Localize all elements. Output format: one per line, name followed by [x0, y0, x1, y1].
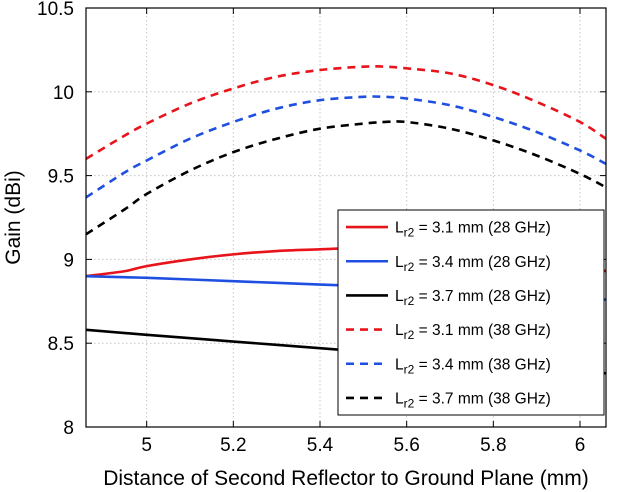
axis-ticks: 5 5.2 5.4 5.6 5.8 6 8 8.5 9 9.5 10 10.5: [37, 0, 606, 456]
plot-frame: [85, 7, 607, 428]
legend-box: [337, 209, 605, 416]
y-tick-label: 10.5: [37, 0, 74, 20]
x-tick-label: 5: [141, 435, 152, 456]
legend-label-4: Lr2 = 3.1 mm (38 GHz): [395, 322, 551, 342]
series-line-4: [86, 65, 606, 160]
y-tick-label: 9.5: [48, 167, 74, 188]
legend-label-6: Lr2 = 3.7 mm (38 GHz): [395, 390, 551, 410]
y-tick-label: 8: [63, 418, 74, 439]
x-tick-label: 5.6: [393, 435, 419, 456]
x-tick-label: 5.2: [220, 435, 246, 456]
y-tick-label: 8.5: [48, 334, 74, 355]
y-tick-label: 9: [63, 250, 74, 271]
legend-label-2: Lr2 = 3.4 mm (28 GHz): [395, 254, 551, 274]
x-tick-label: 5.4: [307, 435, 334, 456]
legend-label-1: Lr2 = 3.1 mm (28 GHz): [395, 220, 551, 240]
series-line-5: [86, 95, 606, 199]
y-tick-label: 10: [53, 83, 74, 104]
x-axis-label: Distance of Second Reflector to Ground P…: [103, 467, 589, 490]
x-tick-label: 6: [575, 435, 586, 456]
y-axis-label: Gain (dBi): [2, 170, 25, 265]
x-tick-label: 5.8: [480, 435, 506, 456]
series-line-6: [86, 120, 606, 236]
legend-label-3: Lr2 = 3.7 mm (28 GHz): [395, 288, 551, 308]
legend: Lr2 = 3.1 mm (28 GHz) Lr2 = 3.4 mm (28 GH…: [337, 209, 605, 416]
legend-label-5: Lr2 = 3.4 mm (38 GHz): [395, 356, 551, 376]
